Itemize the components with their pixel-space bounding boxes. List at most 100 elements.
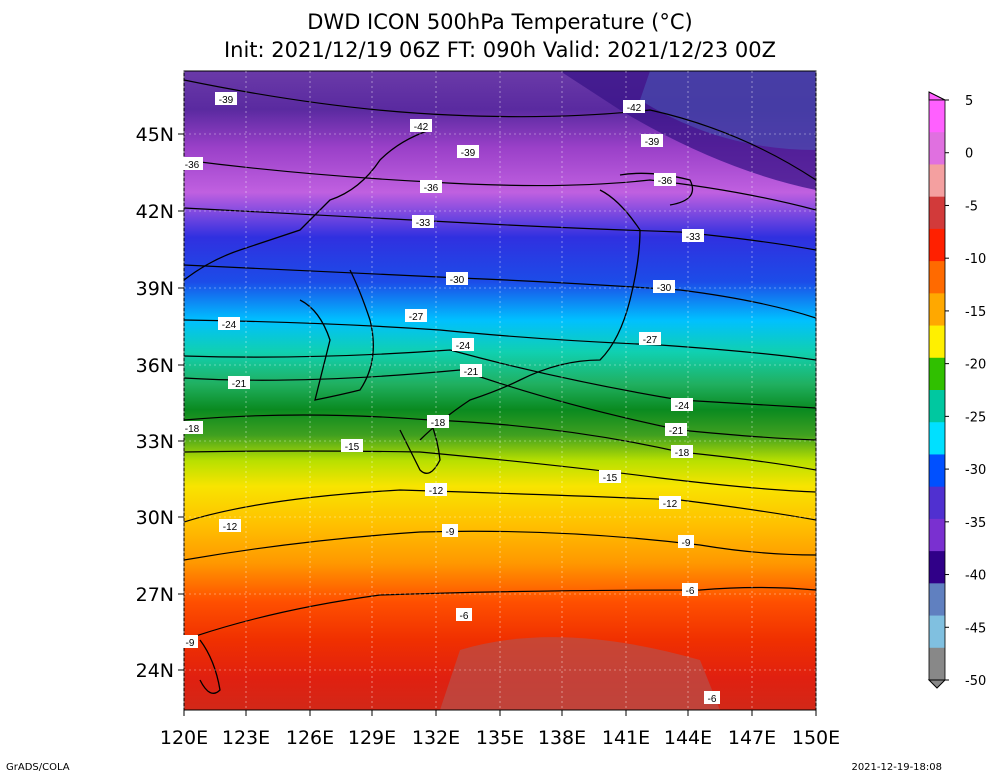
lat-label: 30N [136, 507, 174, 529]
colorbar-swatch [929, 583, 945, 617]
colorbar-swatch [929, 293, 945, 327]
longitude-labels: 120E 123E 126E 129E 132E 135E 138E 141E 144E 147E… [160, 710, 840, 749]
contour-label: -36 [424, 183, 439, 194]
isotherm-line [184, 450, 816, 493]
colorbar-swatch [929, 486, 945, 520]
contour-label: -36 [185, 160, 200, 171]
contour-label-box [215, 92, 237, 105]
coastline-japan [419, 189, 641, 441]
isotherm-line [184, 489, 816, 523]
colorbar [927, 91, 947, 689]
contour-label: -15 [603, 473, 618, 484]
contour-label-box [671, 398, 693, 411]
contour-label-box [653, 280, 675, 293]
lon-label: 135E [476, 727, 524, 749]
lon-label: 147E [728, 727, 776, 749]
contour-label: -12 [663, 499, 678, 510]
contour-label-box [420, 180, 442, 193]
isotherm-line [184, 207, 816, 251]
contour-label-box [427, 415, 449, 428]
contour-label-box [181, 157, 203, 170]
contour-label-box [678, 535, 694, 548]
lon-label: 144E [664, 727, 712, 749]
contour-label-box [452, 338, 474, 351]
colorbar-label: -40 [965, 569, 986, 584]
colorbar-swatch [929, 422, 945, 455]
colorbar-label: -10 [965, 252, 986, 267]
contour-label: -12 [223, 522, 238, 533]
contour-label-box [218, 317, 240, 330]
colorbar-label: 5 [965, 94, 973, 109]
colorbar-swatch [929, 647, 945, 681]
colorbar-label: -5 [965, 199, 978, 214]
isotherm-line [184, 159, 816, 211]
isotherm-line [184, 349, 816, 409]
contour-label-box [639, 332, 661, 345]
colorbar-swatch [929, 454, 945, 488]
isotherm-line [184, 530, 816, 561]
contour-label: -6 [460, 611, 469, 622]
contour-label-box [425, 483, 447, 496]
lon-label: 132E [412, 727, 460, 749]
contour-label-box [704, 691, 720, 704]
contour-label-box [641, 134, 663, 147]
contour-label-box [456, 608, 472, 621]
contour-label-box [682, 229, 704, 242]
colorbar-swatch [929, 196, 945, 230]
contour-label: -24 [222, 320, 237, 331]
colorbar-label: -45 [965, 621, 986, 636]
contour-label-box [654, 173, 676, 186]
cold-pocket-blue [640, 71, 816, 150]
colorbar-label: -50 [965, 674, 986, 689]
coastline-china [184, 129, 431, 281]
map-subtitle: Init: 2021/12/19 06Z FT: 090h Valid: 202… [223, 38, 777, 62]
contour-label-box [405, 309, 427, 322]
contour-label: -39 [219, 95, 234, 106]
contour-label-box [665, 423, 687, 436]
contour-label: -27 [409, 312, 424, 323]
contour-label: -27 [643, 335, 658, 346]
contour-label-box [181, 421, 203, 434]
colorbar-label: -30 [965, 463, 986, 478]
contour-label-box [410, 119, 432, 132]
contour-label-box [671, 445, 693, 458]
isotherm-line [184, 586, 816, 641]
contour-label: -21 [669, 426, 684, 437]
colorbar-swatch [929, 164, 945, 198]
contour-label: -18 [675, 448, 690, 459]
contour-label-box [412, 215, 434, 228]
coastline-hokkaido [619, 172, 694, 206]
contour-label: -39 [645, 137, 660, 148]
contour-label: -24 [675, 401, 690, 412]
contour-label: -18 [185, 424, 200, 435]
footer-timestamp: 2021-12-19-18:08 [851, 762, 942, 773]
colorbar-swatch [929, 100, 945, 133]
contour-label: -15 [345, 442, 360, 453]
lat-label: 42N [136, 201, 174, 223]
lat-label: 39N [136, 278, 174, 300]
colorbar-label: -35 [965, 516, 986, 531]
contour-label-box [341, 439, 363, 452]
lon-label: 126E [286, 727, 334, 749]
contour-label: -33 [686, 232, 701, 243]
lat-label: 33N [136, 431, 174, 453]
contour-label: -42 [414, 122, 429, 133]
lon-label: 123E [222, 727, 270, 749]
contour-label-box [446, 272, 468, 285]
contour-label: -39 [461, 148, 476, 159]
contour-label: -9 [682, 538, 691, 549]
isotherm-line [184, 369, 816, 441]
colorbar-swatch [929, 615, 945, 649]
isotherm-line [184, 79, 816, 181]
warm-pocket [440, 637, 720, 710]
colorbar-bottom-arrow [927, 679, 947, 689]
contour-label: -12 [429, 486, 444, 497]
lat-label: 45N [136, 124, 174, 146]
contour-labels: -39 -42 -39 -42 -39 -36 -36 -36 -33 -33 -30 -30 -27 -… [181, 92, 720, 705]
contour-label: -24 [456, 341, 471, 352]
colorbar-swatch [929, 551, 945, 584]
contour-label: -33 [416, 218, 431, 229]
lon-label: 120E [160, 727, 208, 749]
lat-label: 24N [136, 660, 174, 682]
contour-label: -9 [446, 527, 455, 538]
